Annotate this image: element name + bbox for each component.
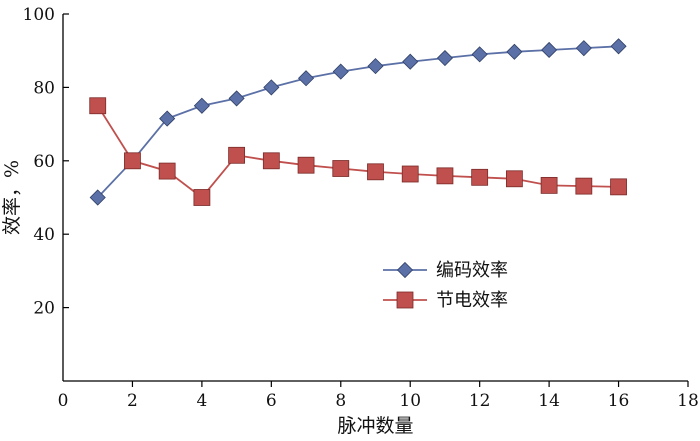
x-axis-title: 脉冲数量 (337, 415, 413, 437)
data-point (124, 152, 141, 170)
y-axis-title: 效率，% (1, 160, 23, 235)
data-point (332, 63, 349, 80)
data-point (402, 53, 419, 70)
data-point (263, 79, 280, 96)
data-point (505, 170, 523, 188)
data-point (541, 41, 558, 59)
series-1 (89, 38, 627, 206)
x-tick-label: 10 (399, 391, 421, 411)
data-point (262, 152, 280, 170)
series-2 (89, 97, 627, 206)
legend-label: 节电效率 (436, 290, 508, 311)
data-point (297, 156, 315, 174)
y-tick-label: 100 (23, 5, 55, 25)
series-line (97, 45, 619, 199)
data-point (159, 110, 176, 127)
data-point (297, 70, 315, 87)
data-point (193, 189, 211, 206)
legend-item: 编码效率 (383, 260, 508, 281)
x-tick-label: 6 (266, 391, 277, 411)
data-point (506, 43, 523, 60)
x-tick-label: 14 (538, 391, 560, 411)
data-point (471, 168, 489, 186)
data-point (193, 97, 210, 114)
data-point (436, 49, 454, 67)
data-point (89, 97, 107, 115)
data-point (610, 178, 627, 196)
axes (62, 14, 688, 382)
y-tick-label: 40 (33, 225, 55, 245)
data-point (540, 176, 558, 194)
x-tick-label: 8 (335, 391, 346, 411)
x-tick-label: 2 (127, 391, 138, 411)
data-point (228, 146, 246, 164)
data-point (575, 177, 593, 195)
y-tick-label: 60 (33, 152, 55, 172)
data-point (367, 58, 384, 75)
series-line (96, 105, 619, 199)
legend-item: 节电效率 (383, 290, 508, 311)
y-tick-label: 80 (33, 78, 55, 98)
series (89, 38, 627, 206)
data-point (89, 189, 106, 206)
data-point (367, 163, 384, 181)
data-point (575, 40, 592, 57)
data-point (436, 167, 454, 185)
data-point (332, 160, 350, 177)
data-point (401, 165, 419, 183)
legend-marker (396, 291, 414, 309)
x-tick-label: 18 (677, 391, 699, 411)
data-point (471, 46, 488, 63)
legend-label: 编码效率 (436, 260, 508, 281)
x-tick-label: 16 (608, 391, 630, 411)
ticks: 0 2 4 6 8 10 12 14 16 18 20 40 60 80 100 (23, 5, 699, 411)
data-point (228, 90, 245, 107)
data-point (158, 162, 176, 180)
data-point (610, 38, 627, 55)
y-tick-label: 20 (33, 299, 55, 319)
x-tick-label: 0 (58, 391, 69, 411)
legend-marker (396, 261, 414, 279)
x-tick-label: 4 (196, 391, 207, 411)
x-tick-label: 12 (469, 391, 491, 411)
